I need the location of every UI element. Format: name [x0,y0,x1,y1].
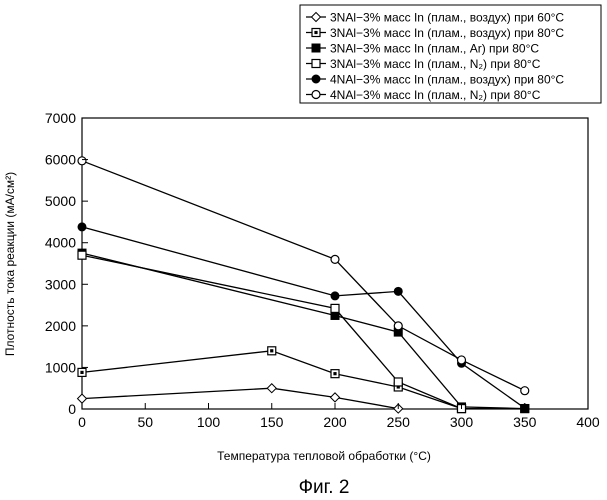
figure-caption: Фиг. 2 [299,477,350,498]
legend-label: 4NAl−3% масс In (плам., N₂) при 80°C [330,88,541,102]
legend-label: 3NAl−3% масс In (плам., N₂) при 80°C [330,57,541,71]
data-point [394,378,402,386]
legend-marker [312,44,320,52]
legend-entry: 3NAl−3% масс In (плам., воздух) при 80°C [306,26,564,40]
legend-label: 3NAl−3% масс In (плам., воздух) при 60°C [330,11,564,25]
series-line [82,253,525,409]
series-line [82,227,525,408]
y-axis-label: Плотность тока реакции (мА/см²) [3,172,17,356]
series-line [82,388,398,408]
x-axis-label: Температура тепловой обработки (°C) [217,449,431,463]
y-tick-label: 1000 [45,359,76,375]
x-tick-label: 400 [576,414,600,430]
legend-marker [312,91,320,99]
legend-label: 4NAl−3% масс In (плам., воздух) при 80°C [330,73,564,87]
series-6 [78,157,529,395]
data-point [268,347,276,355]
series-5 [78,223,529,412]
x-tick-label: 300 [450,414,474,430]
data-point [78,368,86,376]
x-tick-label: 250 [387,414,411,430]
data-point [78,394,87,403]
legend-entry: 4NAl−3% масс In (плам., воздух) при 80°C [306,73,564,87]
legend-entry: 3NAl−3% масс In (плам., воздух) при 60°C [306,11,564,25]
legend-entry: 4NAl−3% масс In (плам., N₂) при 80°C [306,88,541,102]
y-tick-label: 6000 [45,152,76,168]
data-point [267,384,276,393]
x-tick-label: 0 [78,414,86,430]
y-tick-label: 2000 [45,318,76,334]
x-tick-label: 350 [513,414,537,430]
data-point [331,393,340,402]
series-3 [78,249,529,412]
x-tick-label: 50 [137,414,153,430]
y-tick-label: 0 [68,401,76,417]
legend-marker [312,29,320,37]
data-point [394,322,402,330]
legend-label: 3NAl−3% масс In (плам., Ar) при 80°C [330,42,539,56]
data-point [331,304,339,312]
x-tick-label: 150 [260,414,284,430]
legend-marker [312,75,320,83]
data-point [78,223,86,231]
y-tick-label: 3000 [45,276,76,292]
series-line [82,161,525,391]
legend: 3NAl−3% масс In (плам., воздух) при 60°C… [300,5,601,103]
legend-entry: 3NAl−3% масс In (плам., N₂) при 80°C [306,57,541,71]
data-point [458,356,466,364]
data-point [331,370,339,378]
legend-entry: 3NAl−3% масс In (плам., Ar) при 80°C [306,42,539,56]
plot-area: 0 50 100 150 200 250 300 350 400 0 1000 2000 3000 40… [45,110,600,430]
data-point [394,287,402,295]
data-point [331,255,339,263]
data-point [521,387,529,395]
data-point [331,292,339,300]
x-tick-label: 200 [323,414,347,430]
data-point [78,157,86,165]
y-tick-label: 7000 [45,110,76,126]
y-tick-label: 5000 [45,193,76,209]
legend-marker [312,60,320,68]
data-point [78,251,86,259]
x-tick-label: 100 [197,414,221,430]
y-tick-label: 4000 [45,235,76,251]
legend-label: 3NAl−3% масс In (плам., воздух) при 80°C [330,26,564,40]
